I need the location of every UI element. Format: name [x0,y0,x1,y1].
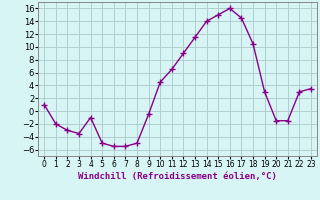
X-axis label: Windchill (Refroidissement éolien,°C): Windchill (Refroidissement éolien,°C) [78,172,277,181]
